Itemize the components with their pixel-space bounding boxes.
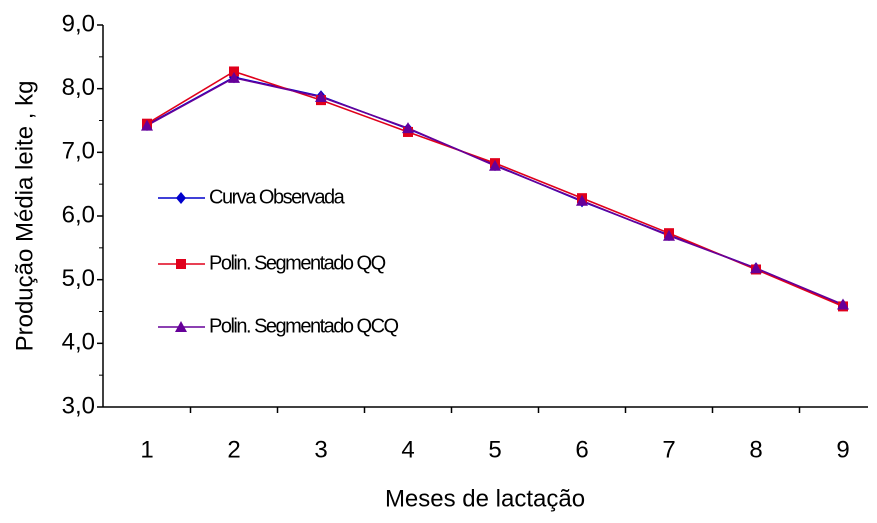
- x-axis-label: Meses de lactação: [385, 485, 585, 512]
- x-tick-label: 1: [140, 436, 153, 463]
- x-tick-label: 6: [575, 436, 588, 463]
- data-point: [229, 66, 239, 77]
- data-point: [315, 90, 327, 102]
- x-tick-label: 2: [227, 436, 240, 463]
- data-point: [837, 298, 849, 310]
- data-point: [402, 122, 414, 134]
- data-point: [141, 119, 153, 131]
- y-tick-label: 8,0: [62, 74, 95, 101]
- y-tick-label: 6,0: [62, 201, 95, 228]
- y-tick-label: 5,0: [62, 265, 95, 292]
- x-tick-label: 8: [749, 436, 762, 463]
- data-point: [750, 262, 762, 274]
- y-tick-label: 7,0: [62, 138, 95, 165]
- data-point: [663, 229, 675, 241]
- data-point: [576, 194, 588, 206]
- y-tick-label: 3,0: [62, 392, 95, 419]
- y-axis-label: Produção Média leite , kg: [11, 81, 38, 352]
- legend-text: Polin. Segmentado QQ: [209, 252, 386, 274]
- legend-marker: [176, 259, 186, 269]
- x-tick-label: 5: [488, 436, 501, 463]
- data-point: [228, 71, 240, 83]
- x-tick-label: 3: [314, 436, 327, 463]
- x-tick-label: 9: [836, 436, 849, 463]
- y-tick-label: 9,0: [62, 10, 95, 37]
- legend-text: Polin. Segmentado QCQ: [209, 315, 399, 337]
- legend-text: Curva Observada: [209, 186, 346, 208]
- legend-marker: [175, 321, 187, 332]
- legend-marker: [176, 192, 186, 204]
- x-tick-label: 4: [401, 436, 414, 463]
- data-point: [489, 159, 501, 171]
- x-tick-label: 7: [662, 436, 675, 463]
- y-tick-label: 4,0: [62, 329, 95, 356]
